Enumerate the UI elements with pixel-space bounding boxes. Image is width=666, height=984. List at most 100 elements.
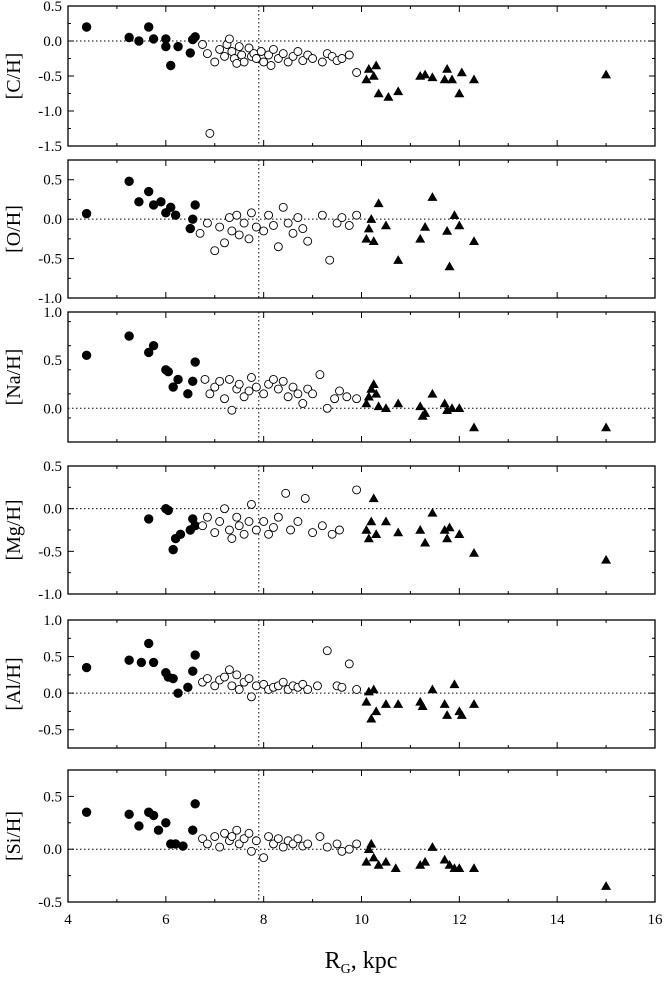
open-circle-point xyxy=(234,521,244,531)
filled-triangle-point xyxy=(383,92,394,101)
open-circle-point xyxy=(315,370,325,380)
filled-triangle-point xyxy=(601,554,612,564)
filled-triangle-point xyxy=(393,255,404,264)
filled-circle-point xyxy=(144,186,154,197)
open-circle-point xyxy=(251,54,261,63)
filled-circle-point xyxy=(188,376,198,387)
x-tick-label: 12 xyxy=(452,912,467,928)
filled-triangle-point xyxy=(454,403,465,413)
filled-triangle-point xyxy=(368,71,379,80)
open-circle-point xyxy=(251,836,261,846)
filled-circle-point xyxy=(163,505,173,516)
filled-triangle-point xyxy=(420,537,431,547)
open-circle-point xyxy=(293,213,303,223)
y-axis-label: [Si/H] xyxy=(3,811,25,861)
filled-circle-point xyxy=(188,214,198,224)
open-circle-point xyxy=(215,44,225,54)
open-circle-point xyxy=(224,525,234,535)
filled-circle-point xyxy=(81,350,92,361)
panel-frame xyxy=(67,769,656,903)
panel-frame xyxy=(67,5,656,147)
filled-triangle-point xyxy=(439,398,450,408)
panel-al: 1.0 0.5 0.0 -0.5 [Al/H] xyxy=(3,613,656,749)
open-circle-point xyxy=(344,659,354,669)
filled-circle-point xyxy=(175,529,186,539)
open-circle-point xyxy=(352,210,362,220)
filled-triangle-point xyxy=(373,401,384,411)
open-circle-point xyxy=(337,846,347,856)
filled-triangle-point xyxy=(363,533,374,543)
open-circle-point xyxy=(224,34,234,44)
y-tick-label: 0.5 xyxy=(43,173,62,189)
filled-triangle-point xyxy=(363,391,374,401)
open-circle-point xyxy=(308,389,318,399)
open-circle-point xyxy=(251,222,261,232)
open-circle-point xyxy=(234,379,244,389)
open-circle-point xyxy=(227,681,237,691)
filled-triangle-point xyxy=(371,529,382,539)
filled-circle-point xyxy=(144,638,154,649)
filled-triangle-point xyxy=(469,422,480,432)
y-tick-label: -1.5 xyxy=(38,139,62,155)
filled-circle-point xyxy=(144,22,154,32)
open-circle-point xyxy=(344,221,354,230)
open-circle-point xyxy=(283,218,293,228)
filled-circle-point xyxy=(134,197,144,207)
open-circle-point xyxy=(234,230,244,240)
open-circle-point xyxy=(293,517,303,526)
filled-triangle-point xyxy=(417,701,428,711)
open-circle-point xyxy=(293,834,303,844)
filled-triangle-point xyxy=(449,210,460,219)
filled-circle-point xyxy=(81,662,92,673)
y-tick-label: 1.0 xyxy=(43,613,62,629)
open-circle-point xyxy=(232,670,242,680)
filled-triangle-point xyxy=(442,64,453,73)
filled-triangle-point xyxy=(368,852,379,862)
filled-circle-point xyxy=(81,22,92,32)
open-circle-point xyxy=(315,832,325,841)
open-circle-point xyxy=(202,218,212,228)
filled-triangle-point xyxy=(469,236,480,245)
open-circle-point xyxy=(259,853,269,863)
filled-circle-point xyxy=(190,357,200,367)
filled-circle-point xyxy=(178,841,188,851)
filled-triangle-point xyxy=(456,710,467,719)
filled-circle-point xyxy=(163,367,173,377)
filled-triangle-point xyxy=(380,516,391,526)
filled-triangle-point xyxy=(363,223,374,233)
y-tick-label: 0.0 xyxy=(43,842,62,858)
filled-triangle-point xyxy=(366,384,377,393)
open-circle-point xyxy=(352,394,362,404)
filled-triangle-point xyxy=(415,525,426,534)
filled-triangle-point xyxy=(393,527,404,537)
filled-circle-point xyxy=(148,810,159,821)
open-circle-point xyxy=(278,376,288,386)
open-circle-point xyxy=(232,825,242,835)
filled-circle-point xyxy=(185,48,195,58)
filled-triangle-point xyxy=(427,388,438,398)
filled-triangle-point xyxy=(361,233,372,243)
filled-triangle-point xyxy=(373,198,384,208)
open-circle-point xyxy=(259,226,269,236)
x-tick-label: 14 xyxy=(550,912,566,928)
panel-frame xyxy=(67,311,656,443)
filled-triangle-point xyxy=(454,220,465,230)
open-circle-point xyxy=(227,405,237,415)
panel-frame xyxy=(67,159,656,299)
filled-triangle-point xyxy=(427,684,438,694)
open-circle-point xyxy=(308,54,318,63)
filled-triangle-point xyxy=(380,856,391,866)
filled-triangle-point xyxy=(361,696,372,706)
open-circle-point xyxy=(273,242,283,252)
open-circle-point xyxy=(244,43,254,53)
open-circle-point xyxy=(269,522,278,532)
open-circle-point xyxy=(259,389,269,399)
open-circle-point xyxy=(234,42,244,52)
filled-triangle-point xyxy=(366,838,377,848)
filled-circle-point xyxy=(183,389,193,399)
open-circle-point xyxy=(227,832,237,841)
y-tick-label: 0.5 xyxy=(43,459,62,475)
filled-triangle-point xyxy=(380,403,391,413)
open-circle-point xyxy=(202,512,212,522)
open-circle-point xyxy=(210,528,220,538)
